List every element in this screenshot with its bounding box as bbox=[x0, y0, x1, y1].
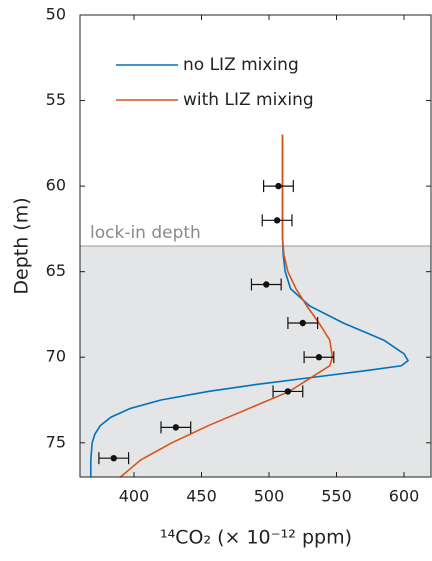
x-tick-label: 450 bbox=[186, 487, 217, 506]
series-line bbox=[119, 134, 334, 477]
y-tick-label: 60 bbox=[46, 176, 66, 195]
x-tick-label: 550 bbox=[321, 487, 352, 506]
measurement-point bbox=[315, 354, 323, 361]
measurement-point bbox=[299, 319, 306, 327]
measurement-point bbox=[110, 454, 117, 462]
measurement-point bbox=[273, 217, 281, 224]
y-tick-label: 75 bbox=[46, 432, 66, 451]
plot-frame bbox=[79, 14, 432, 478]
lock-in-region bbox=[80, 246, 431, 477]
y-tick-label: 65 bbox=[46, 261, 66, 280]
y-tick-label: 55 bbox=[46, 90, 66, 109]
x-tick-label: 500 bbox=[254, 487, 285, 506]
plot-area bbox=[80, 245, 431, 477]
x-axis-label: ¹⁴CO₂ (× 10⁻¹² ppm) bbox=[160, 527, 352, 549]
x-tick-label: 600 bbox=[389, 487, 420, 506]
overlay: lock-in depth 400 450 500 550 600 50 55 60 65 70 75… bbox=[46, 5, 431, 506]
y-axis-label: Depth (m) bbox=[11, 197, 33, 294]
lock-in-label: lock-in depth bbox=[90, 223, 201, 243]
legend-label: with LIZ mixing bbox=[183, 90, 314, 110]
x-tick-label: 400 bbox=[119, 487, 150, 506]
measurement-point bbox=[172, 424, 180, 431]
series-line bbox=[90, 134, 410, 477]
legend-label: no LIZ mixing bbox=[183, 55, 299, 75]
y-tick-label: 70 bbox=[46, 347, 66, 366]
measurement-point bbox=[284, 388, 292, 395]
curves bbox=[90, 134, 410, 477]
measurement-point bbox=[263, 281, 270, 288]
measurement-point bbox=[275, 182, 282, 190]
y-tick-label: 50 bbox=[46, 5, 66, 24]
